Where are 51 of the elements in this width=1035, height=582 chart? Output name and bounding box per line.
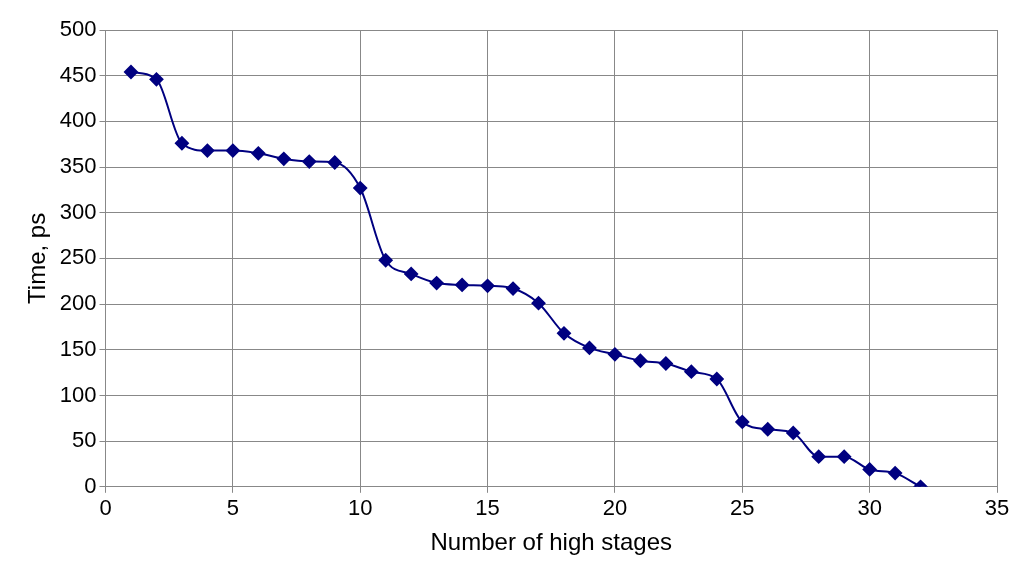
y-tick-label: 350 — [59, 153, 97, 179]
y-tick-label: 150 — [59, 335, 97, 361]
point — [225, 143, 240, 158]
point — [888, 466, 903, 481]
y-tick-label: 100 — [59, 381, 97, 407]
point — [607, 347, 622, 362]
point — [276, 151, 291, 166]
point — [709, 372, 724, 386]
point — [378, 253, 393, 268]
point — [735, 414, 750, 429]
x-tick-label: 30 — [857, 495, 882, 521]
point — [404, 266, 419, 281]
point — [123, 65, 138, 80]
y-tick-label: 200 — [59, 290, 97, 316]
x-tick-label: 25 — [730, 495, 755, 521]
y-tick-label: 300 — [59, 198, 97, 224]
point — [149, 72, 164, 87]
point — [480, 278, 495, 293]
point — [531, 296, 546, 311]
x-tick-label: 35 — [984, 495, 1010, 521]
point — [556, 326, 571, 341]
point — [684, 364, 699, 379]
point — [302, 154, 317, 169]
point — [174, 136, 189, 151]
point — [429, 276, 444, 291]
y-tick-label: 450 — [59, 61, 97, 87]
point — [658, 356, 673, 371]
point — [353, 181, 368, 196]
point — [633, 353, 648, 368]
y-axis-title: Time, ps — [23, 212, 51, 304]
x-axis-title: Number of high stages — [430, 528, 672, 556]
point — [760, 422, 775, 437]
y-tick-label: 0 — [84, 472, 97, 498]
y-tick-label: 250 — [59, 244, 97, 270]
point — [582, 340, 597, 355]
x-tick-label: 5 — [226, 495, 239, 521]
x-tick-label: 20 — [602, 495, 628, 521]
x-tick-label: 10 — [347, 495, 373, 521]
x-tick-label: 15 — [475, 495, 500, 521]
point — [506, 281, 521, 296]
y-tick-label: 400 — [59, 107, 97, 133]
point — [862, 462, 877, 477]
y-tick-label: 50 — [72, 427, 97, 453]
point — [327, 155, 342, 170]
y-tick-label: 500 — [59, 16, 97, 42]
point — [455, 277, 470, 292]
point — [200, 143, 215, 158]
point — [786, 425, 801, 440]
point — [251, 146, 266, 161]
point — [811, 449, 826, 464]
point — [837, 449, 852, 464]
